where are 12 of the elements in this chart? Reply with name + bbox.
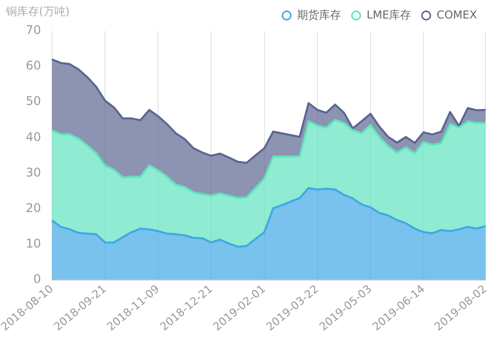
legend-label: LME库存 <box>366 8 412 22</box>
y-tick-label: 40 <box>26 130 41 144</box>
y-tick-label: 10 <box>26 236 41 250</box>
y-tick-label: 70 <box>26 23 41 38</box>
y-tick-label: 20 <box>26 200 41 215</box>
legend-label: COMEX <box>436 8 478 22</box>
y-axis-title: 铜库存(万吨) <box>6 4 70 19</box>
y-tick-label: 60 <box>26 58 41 73</box>
y-tick-label: 50 <box>26 94 41 108</box>
legend-label: 期货库存 <box>297 8 342 22</box>
y-tick-label: 0 <box>33 272 41 286</box>
y-tick-label: 30 <box>26 165 41 180</box>
